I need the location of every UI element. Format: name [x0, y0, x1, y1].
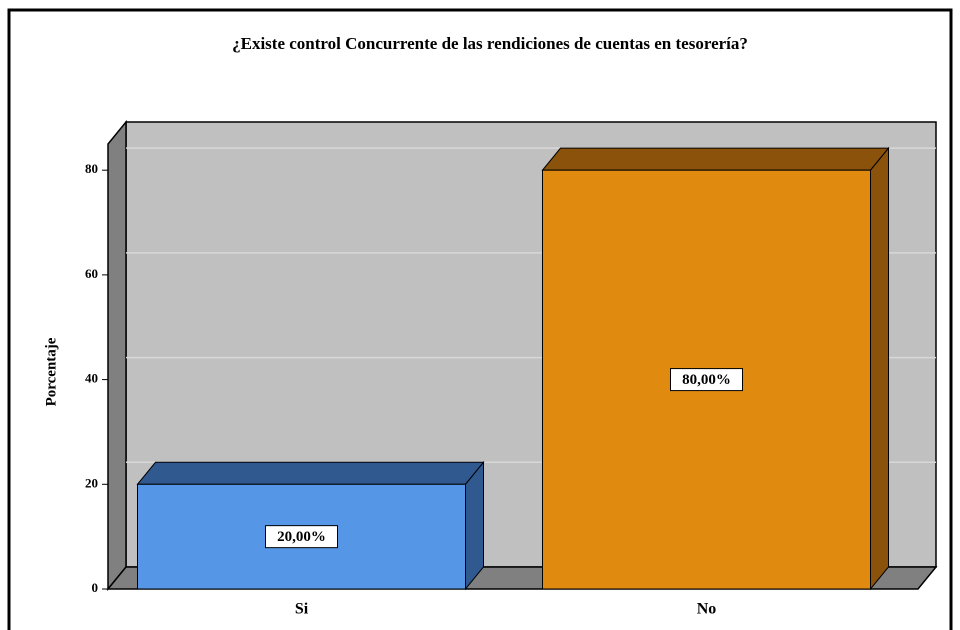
bar-side: [465, 460, 484, 591]
value-label: 80,00%: [682, 372, 731, 388]
bar-top: [541, 147, 890, 171]
y-tick-label: 20: [85, 475, 98, 490]
frame: [7, 8, 953, 630]
bar-side: [870, 146, 889, 591]
y-tick-label: 60: [85, 266, 98, 281]
x-tick-label: No: [697, 601, 717, 618]
x-tick-label: Si: [295, 601, 309, 618]
y-tick-label: 40: [85, 371, 98, 386]
value-label-box: [265, 525, 338, 549]
side-wall: [107, 119, 127, 592]
chart-title: ¿Existe control Concurrente de las rendi…: [232, 34, 748, 53]
bar-top: [136, 461, 485, 485]
y-tick-label: 0: [92, 580, 99, 595]
y-axis-label: Porcentaje: [43, 337, 59, 406]
value-label: 20,00%: [277, 529, 326, 545]
y-tick-label: 80: [85, 161, 98, 176]
value-label-box: [670, 368, 743, 392]
